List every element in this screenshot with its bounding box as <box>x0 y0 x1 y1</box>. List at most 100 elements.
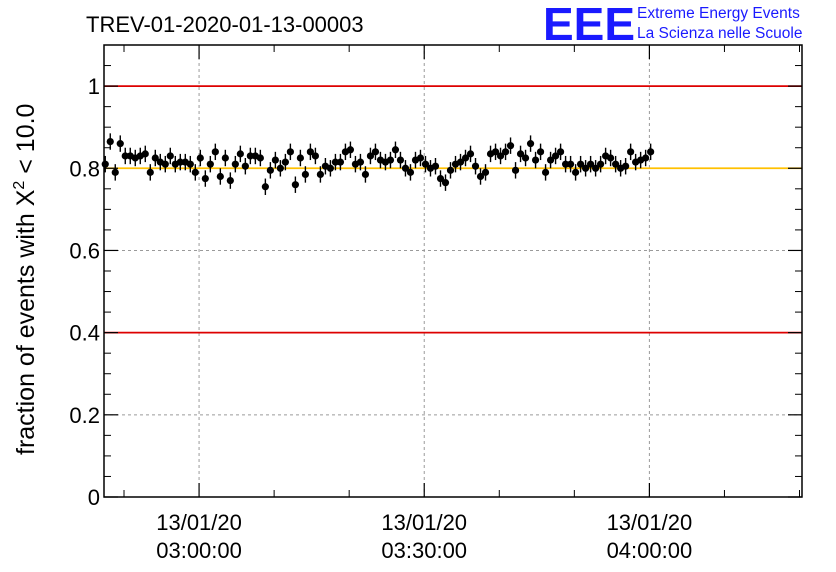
data-point <box>496 152 505 160</box>
data-point <box>151 154 159 162</box>
data-point <box>511 166 520 174</box>
data-point <box>206 160 214 168</box>
y-axis-title: fraction of events with X2 < 10.0 <box>11 104 40 455</box>
data-point <box>436 174 445 183</box>
reference-lines <box>104 85 802 334</box>
logo-line-2: La Scienza nelle Scuole <box>637 25 802 42</box>
data-point <box>221 154 229 162</box>
data-point <box>216 172 224 181</box>
data-point <box>541 168 550 176</box>
y-tick-label: 1 <box>88 74 100 99</box>
data-point <box>501 148 510 156</box>
data-point <box>627 148 635 156</box>
data-point <box>521 154 530 162</box>
data-point <box>176 158 184 166</box>
data-point <box>331 158 340 166</box>
data-point <box>311 152 320 160</box>
data-point <box>336 158 345 166</box>
data-point <box>246 152 254 160</box>
data-point <box>607 154 615 162</box>
data-point <box>561 160 570 168</box>
x-tick-label-time: 04:00:00 <box>607 538 693 563</box>
chart-title: TREV-01-2020-01-13-00003 <box>86 12 364 37</box>
x-tick-label-time: 03:00:00 <box>156 538 242 563</box>
data-point <box>556 148 565 156</box>
data-point <box>391 146 400 154</box>
x-tick-label-date: 13/01/20 <box>381 510 467 535</box>
data-point <box>296 154 304 162</box>
data-point <box>231 160 239 168</box>
data-point <box>536 148 545 156</box>
data-point <box>191 168 199 176</box>
eee-logo: EEE Extreme Energy Events La Scienza nel… <box>543 0 802 50</box>
data-point <box>301 170 309 179</box>
data-point <box>196 154 204 162</box>
data-point <box>236 150 244 158</box>
data-point <box>266 166 274 174</box>
data-point <box>642 154 650 162</box>
data-point <box>597 160 605 168</box>
data-point <box>622 162 630 170</box>
data-point <box>446 166 455 174</box>
data-point <box>526 140 535 148</box>
data-point <box>386 156 395 164</box>
data-point <box>441 179 450 187</box>
data-point <box>421 160 430 168</box>
data-point <box>491 148 500 156</box>
data-point <box>481 168 490 176</box>
data-point <box>416 154 425 162</box>
x-tick-label-date: 13/01/20 <box>156 510 242 535</box>
y-tick-label: 0.8 <box>69 156 100 181</box>
data-point <box>396 156 405 164</box>
data-point <box>106 137 114 146</box>
data-point <box>466 150 475 158</box>
y-axis-title-tail: < 10.0 <box>12 104 40 181</box>
data-point <box>406 168 415 176</box>
data-point <box>111 168 119 176</box>
data-point <box>306 148 314 156</box>
data-point <box>256 154 264 162</box>
data-point <box>241 162 249 170</box>
data-point <box>546 156 555 164</box>
y-axis-title-main: fraction of events with X <box>12 189 40 455</box>
data-point <box>366 152 375 160</box>
data-point <box>316 170 325 179</box>
data-point <box>166 152 174 160</box>
data-point <box>506 142 515 150</box>
data-point <box>121 152 129 160</box>
data-point <box>581 164 590 172</box>
tick-labels: 0 0.2 0.4 0.6 0.8 1 13/01/20 03:00:00 13/01/20 03… <box>69 74 692 563</box>
data-point <box>356 158 365 166</box>
logo-line-1: Extreme Energy Events <box>637 5 800 22</box>
data-point <box>326 164 335 172</box>
data-point <box>201 174 209 183</box>
data-point <box>291 181 299 189</box>
axis-ticks <box>104 45 802 498</box>
data-point <box>141 150 149 158</box>
data-point <box>186 160 194 168</box>
data-point <box>401 164 410 172</box>
data-point <box>471 162 480 170</box>
y-tick-label: 0.6 <box>69 238 100 263</box>
data-point <box>516 150 525 158</box>
data-point <box>592 164 600 172</box>
plot-frame <box>103 44 803 498</box>
data-point <box>456 158 465 166</box>
data-point <box>461 154 470 162</box>
data-point <box>476 172 485 181</box>
x-tick-label-date: 13/01/20 <box>607 510 693 535</box>
data-point <box>226 177 234 185</box>
y-tick-label: 0.4 <box>69 321 100 346</box>
data-point <box>101 160 109 168</box>
data-point <box>276 164 284 172</box>
grid-lines <box>104 45 802 497</box>
data-point <box>571 168 580 176</box>
data-point <box>566 160 575 168</box>
data-point <box>161 160 169 168</box>
data-point <box>261 183 269 191</box>
data-markers <box>101 133 655 195</box>
data-point <box>531 156 540 164</box>
data-point <box>576 160 585 168</box>
data-point <box>211 148 219 156</box>
